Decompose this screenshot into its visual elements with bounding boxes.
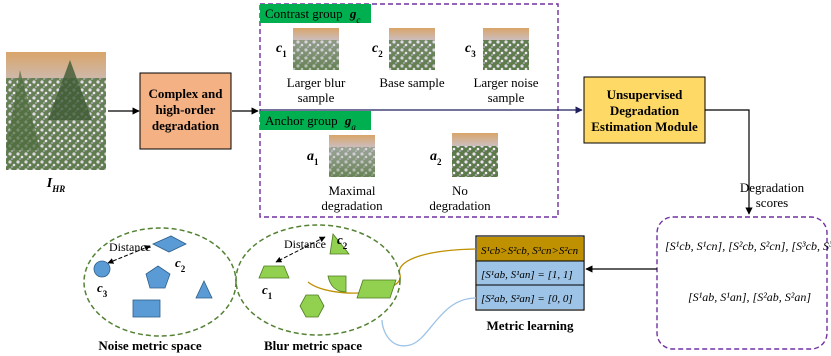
metric-row-ordering: S¹cb>S²cb, S³cn>S²cn bbox=[481, 245, 579, 257]
arrow-module-to-scores bbox=[705, 109, 753, 215]
svg-text:a2: a2 bbox=[430, 149, 442, 167]
anchor-sample-a1: a1 Maximal degradation bbox=[307, 135, 383, 213]
contrast-c3-line-1: Larger noise bbox=[473, 75, 538, 90]
svg-text:Anchor group ga: Anchor group ga bbox=[265, 113, 356, 132]
metric-row-anchor-2: [S²ab, S²an] = [0, 0] bbox=[481, 293, 573, 305]
metric-learning-caption: Metric learning bbox=[487, 318, 574, 333]
svg-text:c1: c1 bbox=[262, 282, 273, 301]
anchor-a1-line-2: degradation bbox=[321, 198, 383, 213]
metric-learning-table: S¹cb>S²cb, S³cn>S²cn [S¹ab, S¹an] = [1, … bbox=[475, 235, 585, 311]
anchor-a2-line-2: degradation bbox=[429, 198, 491, 213]
contrast-group-header: Contrast group gc bbox=[260, 4, 371, 25]
noise-space-caption: Noise metric space bbox=[98, 338, 201, 353]
blur-shape-triangle bbox=[329, 233, 350, 255]
contrast-sample-c2: c2 Base sample bbox=[372, 28, 445, 90]
noise-shape-pentagon bbox=[145, 265, 171, 289]
scores-line-1: [S¹cb, S¹cn], [S²cb, S²cn], [S³cb, S³cn] bbox=[665, 239, 831, 253]
anchor-a1-line-1: Maximal bbox=[329, 183, 376, 198]
contrast-c3-line-2: sample bbox=[488, 90, 525, 105]
metric-row-anchor-1: [S¹ab, S¹an] = [1, 1] bbox=[481, 269, 573, 281]
blur-metric-space: Distance c2 c1 bbox=[235, 224, 401, 336]
scores-line-2: [S¹ab, S¹an], [S²ab, S²an] bbox=[688, 290, 811, 304]
scores-label-line-2: scores bbox=[756, 195, 789, 210]
svg-text:Contrast group gc: Contrast group gc bbox=[265, 6, 360, 25]
blur-distance-label: Distance bbox=[284, 237, 326, 251]
noise-shape-triangle bbox=[195, 280, 213, 299]
metric-link-blue bbox=[381, 297, 477, 347]
degradation-box: Complex and high-order degradation bbox=[139, 72, 232, 150]
scores-label-line-1: Degradation bbox=[740, 180, 805, 195]
contrast-c2-line-1: Base sample bbox=[379, 75, 445, 90]
input-hr-image bbox=[6, 52, 106, 170]
blur-shape-trapezoid bbox=[258, 265, 290, 279]
module-line-1: Unsupervised bbox=[607, 87, 684, 102]
svg-text:c3: c3 bbox=[465, 41, 476, 59]
anchor-group-header: Anchor group ga bbox=[260, 111, 371, 132]
contrast-c1-line-1: Larger blur bbox=[287, 75, 346, 90]
svg-text:c3: c3 bbox=[97, 280, 108, 299]
degradation-line-2: high-order bbox=[156, 102, 216, 117]
svg-text:a1: a1 bbox=[307, 149, 319, 167]
anchor-sample-a2: a2 No degradation bbox=[429, 133, 498, 213]
contrast-sample-c3: c3 Larger noise sample bbox=[465, 28, 539, 105]
degradation-line-3: degradation bbox=[152, 118, 220, 133]
blur-space-caption: Blur metric space bbox=[264, 338, 362, 353]
svg-text:c1: c1 bbox=[276, 41, 287, 59]
anchor-a2-line-1: No bbox=[452, 183, 468, 198]
input-hr-label: IHR bbox=[46, 176, 65, 194]
blur-shape-leaf bbox=[327, 275, 347, 293]
module-line-2: Degradation bbox=[610, 103, 680, 118]
noise-shape-circle bbox=[93, 260, 111, 278]
svg-text:c2: c2 bbox=[337, 232, 348, 251]
svg-text:c2: c2 bbox=[175, 255, 186, 274]
blur-shape-parallelogram bbox=[356, 279, 397, 299]
module-line-3: Estimation Module bbox=[591, 119, 698, 134]
noise-distance-label: Distance bbox=[109, 240, 151, 254]
blur-shape-hexagon bbox=[299, 294, 325, 318]
noise-metric-space: Distance c2 c3 bbox=[83, 227, 237, 337]
contrast-sample-c1: c1 Larger blur sample bbox=[276, 28, 346, 105]
svg-text:c2: c2 bbox=[372, 41, 383, 59]
contrast-c1-line-2: sample bbox=[298, 90, 335, 105]
scores-box: [S¹cb, S¹cn], [S²cb, S²cn], [S³cb, S³cn]… bbox=[656, 216, 831, 350]
noise-shape-diamond bbox=[152, 235, 187, 253]
degradation-line-1: Complex and bbox=[148, 86, 223, 101]
estimation-module-box: Unsupervised Degradation Estimation Modu… bbox=[583, 76, 706, 144]
noise-shape-square bbox=[132, 299, 161, 318]
